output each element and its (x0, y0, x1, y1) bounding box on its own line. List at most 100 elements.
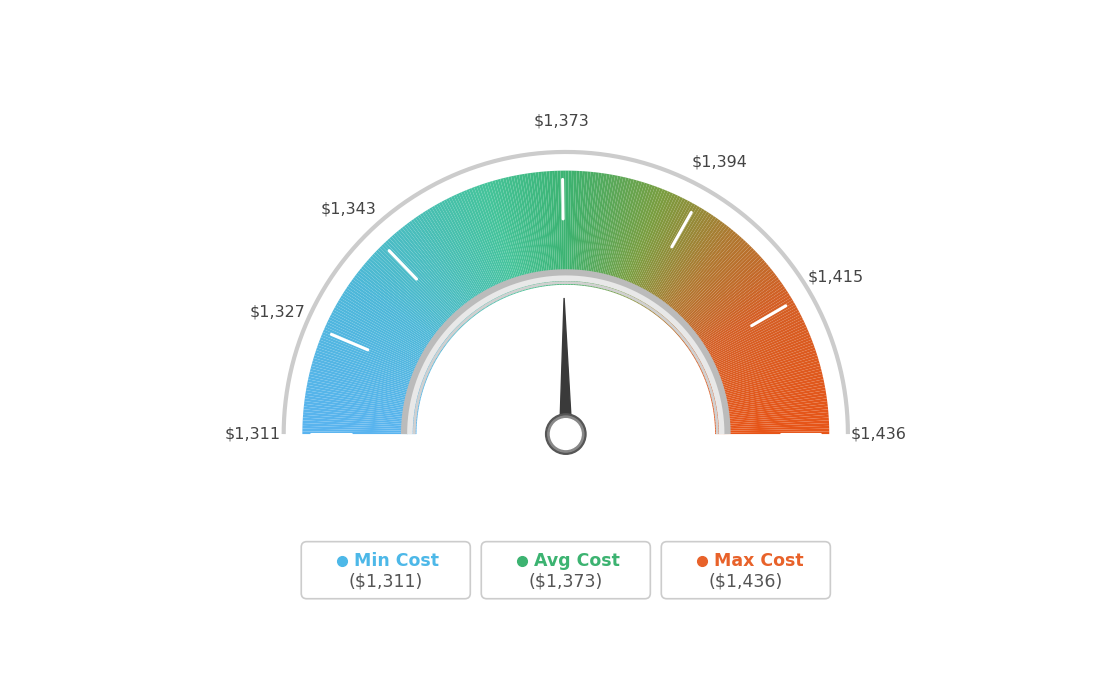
Wedge shape (713, 398, 827, 415)
Wedge shape (311, 363, 422, 395)
Wedge shape (350, 282, 444, 349)
Wedge shape (429, 207, 490, 306)
Wedge shape (679, 262, 767, 337)
Wedge shape (656, 224, 728, 316)
Wedge shape (689, 286, 785, 351)
Wedge shape (323, 329, 428, 376)
Wedge shape (304, 401, 417, 417)
Wedge shape (335, 305, 436, 362)
Wedge shape (634, 199, 688, 302)
Wedge shape (704, 335, 810, 379)
Wedge shape (691, 290, 788, 354)
Wedge shape (500, 178, 530, 290)
Wedge shape (423, 212, 486, 309)
Wedge shape (711, 377, 824, 403)
Wedge shape (539, 172, 552, 286)
Wedge shape (456, 193, 505, 298)
Wedge shape (575, 171, 585, 285)
Wedge shape (650, 216, 716, 311)
Wedge shape (367, 260, 454, 337)
Wedge shape (572, 171, 580, 285)
Wedge shape (444, 199, 498, 302)
Wedge shape (703, 329, 808, 376)
Wedge shape (715, 426, 829, 431)
Wedge shape (302, 426, 416, 431)
Wedge shape (675, 254, 760, 333)
Wedge shape (598, 177, 626, 288)
Wedge shape (481, 184, 520, 293)
Wedge shape (477, 186, 517, 294)
Wedge shape (411, 219, 479, 313)
Wedge shape (302, 420, 416, 428)
Wedge shape (686, 277, 779, 346)
Wedge shape (343, 290, 440, 354)
Wedge shape (306, 390, 418, 411)
Wedge shape (415, 216, 481, 311)
Wedge shape (658, 228, 732, 318)
Wedge shape (471, 187, 513, 295)
Wedge shape (388, 238, 466, 324)
Wedge shape (302, 431, 416, 434)
Text: Max Cost: Max Cost (714, 552, 804, 570)
Wedge shape (708, 350, 816, 388)
FancyBboxPatch shape (661, 542, 830, 599)
Wedge shape (705, 342, 814, 384)
Text: Avg Cost: Avg Cost (534, 552, 619, 570)
Wedge shape (307, 382, 420, 406)
Wedge shape (370, 256, 456, 334)
Wedge shape (519, 175, 541, 287)
Wedge shape (552, 171, 560, 285)
Wedge shape (427, 208, 488, 307)
Wedge shape (307, 385, 420, 408)
Wedge shape (710, 366, 821, 397)
Wedge shape (712, 385, 825, 408)
Wedge shape (316, 348, 425, 386)
Wedge shape (432, 206, 491, 306)
Wedge shape (664, 235, 740, 322)
Wedge shape (517, 175, 540, 288)
Wedge shape (310, 366, 422, 397)
Wedge shape (358, 270, 449, 342)
Wedge shape (394, 233, 469, 321)
Wedge shape (331, 312, 434, 366)
Wedge shape (306, 387, 418, 409)
Wedge shape (332, 310, 434, 365)
Wedge shape (361, 266, 450, 340)
Wedge shape (344, 288, 442, 353)
Wedge shape (647, 213, 712, 310)
Wedge shape (713, 393, 827, 412)
Wedge shape (702, 327, 808, 375)
Wedge shape (704, 337, 811, 381)
Wedge shape (304, 404, 417, 418)
Wedge shape (368, 258, 455, 335)
Wedge shape (458, 193, 507, 297)
Wedge shape (606, 180, 639, 290)
Wedge shape (318, 342, 426, 384)
Wedge shape (308, 377, 421, 403)
Wedge shape (474, 186, 516, 294)
Wedge shape (713, 395, 827, 414)
Wedge shape (569, 170, 574, 285)
Wedge shape (340, 295, 439, 357)
Wedge shape (707, 348, 816, 386)
Wedge shape (561, 170, 564, 285)
Wedge shape (535, 172, 550, 286)
Wedge shape (578, 172, 591, 286)
Wedge shape (639, 204, 698, 305)
Wedge shape (583, 172, 598, 286)
Wedge shape (628, 195, 678, 299)
Wedge shape (607, 181, 641, 291)
Wedge shape (687, 279, 781, 348)
Wedge shape (709, 358, 819, 393)
Wedge shape (327, 322, 431, 372)
Wedge shape (709, 361, 819, 394)
Wedge shape (592, 175, 615, 288)
Wedge shape (590, 174, 609, 287)
Wedge shape (567, 170, 571, 285)
Wedge shape (666, 238, 744, 324)
Wedge shape (715, 431, 829, 434)
Wedge shape (479, 184, 518, 293)
Wedge shape (689, 284, 784, 350)
Wedge shape (304, 409, 417, 422)
Text: ($1,373): ($1,373) (529, 573, 603, 591)
